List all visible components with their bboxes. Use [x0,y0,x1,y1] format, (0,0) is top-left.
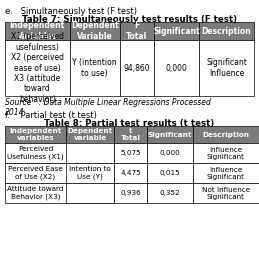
Bar [66,163,114,183]
Text: Significant
Influence: Significant Influence [206,58,247,78]
Text: Source   : Data Multiple Linear Regressions Processed
2014: Source : Data Multiple Linear Regression… [5,98,211,117]
Bar [5,143,66,163]
Bar [120,40,154,96]
Text: 4,475: 4,475 [120,170,141,176]
Bar [147,126,193,143]
Text: Table 8: Partial test results (t test): Table 8: Partial test results (t test) [44,119,214,128]
Text: 0,000: 0,000 [166,63,188,73]
Text: f.    Partial test (t test): f. Partial test (t test) [5,111,97,120]
Bar [5,40,70,96]
Text: Significant: Significant [154,26,200,35]
Bar [154,40,199,96]
Bar [66,143,114,203]
Bar [66,143,114,163]
Text: t
Total: t Total [121,128,141,141]
Text: 0,015: 0,015 [160,170,181,176]
Text: 5,075: 5,075 [120,150,141,156]
Bar [114,183,147,203]
Bar [154,22,199,40]
Bar [5,163,66,183]
Text: Dependent
Variable: Dependent Variable [71,21,119,41]
Text: Independent
variables: Independent variables [9,128,62,141]
Text: e.   Simultaneously test (F test): e. Simultaneously test (F test) [5,7,137,16]
Bar [193,163,259,183]
Bar [70,22,120,40]
Text: Perceived Ease
of Use (X2): Perceived Ease of Use (X2) [8,166,63,180]
Text: Influence
Significant: Influence Significant [207,147,245,160]
Text: Perceived
Usefulness (X1): Perceived Usefulness (X1) [7,146,64,160]
Bar [114,143,147,163]
Text: Dependent
variable: Dependent variable [68,128,113,141]
Text: 0,936: 0,936 [120,190,141,196]
Text: X1 (perceived
usefulness)
X2 (perceived
ease of use)
X3 (attitude
toward
behavio: X1 (perceived usefulness) X2 (perceived … [11,32,64,104]
Text: 0,000: 0,000 [160,150,181,156]
Text: Intention to
Use (Y): Intention to Use (Y) [69,166,111,180]
Text: Description: Description [203,132,249,138]
Bar [66,126,114,143]
Bar [66,143,114,163]
Bar [193,143,259,163]
Bar [114,163,147,183]
Bar [5,22,70,40]
Text: 94,860: 94,860 [124,63,150,73]
Text: Attitude toward
Behavior (X3): Attitude toward Behavior (X3) [7,186,64,200]
Text: Independent
Variables: Independent Variables [10,21,65,41]
Bar [193,183,259,203]
Bar [147,163,193,183]
Bar [66,183,114,203]
Bar [5,126,66,143]
Bar [70,40,120,96]
Text: F
Total: F Total [126,21,148,41]
Text: Y (intention
to use): Y (intention to use) [72,58,117,78]
Text: 0,352: 0,352 [160,190,181,196]
Text: Intention to
Use (Y): Intention to Use (Y) [69,166,111,180]
Bar [66,183,114,203]
Bar [199,22,254,40]
Text: Influence
Significant: Influence Significant [207,167,245,179]
Bar [147,183,193,203]
Bar [199,40,254,96]
Bar [120,22,154,40]
Text: Significant: Significant [148,132,192,138]
Bar [5,183,66,203]
Bar [193,126,259,143]
Text: Not Influence
Significant: Not Influence Significant [202,186,250,199]
Text: Description: Description [202,26,251,35]
Bar [114,126,147,143]
Bar [147,143,193,163]
Bar [66,163,114,183]
Text: Table 7: Simultaneously test results (F test): Table 7: Simultaneously test results (F … [21,15,236,24]
